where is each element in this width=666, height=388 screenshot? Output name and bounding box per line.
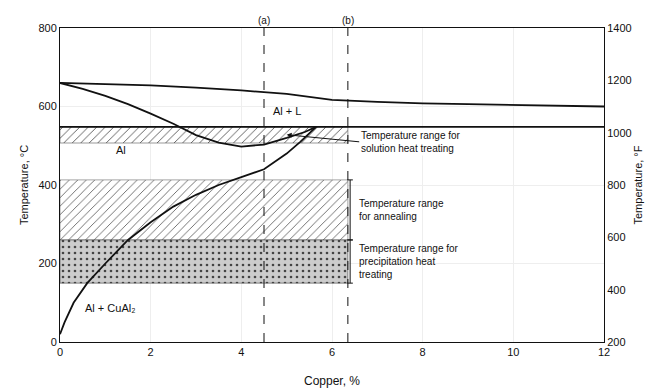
svg-text:1400: 1400 bbox=[607, 22, 631, 34]
svg-text:200: 200 bbox=[607, 336, 625, 348]
svg-text:800: 800 bbox=[38, 22, 56, 34]
svg-text:6: 6 bbox=[329, 346, 335, 358]
svg-text:Temperature, °C: Temperature, °C bbox=[18, 145, 30, 225]
svg-text:0: 0 bbox=[51, 336, 57, 348]
svg-text:800: 800 bbox=[607, 179, 625, 191]
svg-text:600: 600 bbox=[38, 100, 56, 112]
svg-text:10: 10 bbox=[507, 346, 519, 358]
svg-text:(b): (b) bbox=[342, 15, 354, 26]
svg-text:Temperature, °F: Temperature, °F bbox=[632, 145, 644, 224]
svg-text:Temperature range forprecipita: Temperature range forprecipitation heatt… bbox=[359, 243, 459, 280]
svg-text:Al: Al bbox=[116, 144, 126, 156]
svg-text:12: 12 bbox=[598, 346, 610, 358]
svg-text:400: 400 bbox=[607, 284, 625, 296]
svg-text:Al + L: Al + L bbox=[273, 105, 301, 117]
svg-text:8: 8 bbox=[420, 346, 426, 358]
svg-text:4: 4 bbox=[238, 346, 244, 358]
svg-text:200: 200 bbox=[38, 257, 56, 269]
svg-text:2: 2 bbox=[148, 346, 154, 358]
svg-text:Temperature rangefor annealing: Temperature rangefor annealing bbox=[359, 198, 444, 222]
svg-text:400: 400 bbox=[38, 179, 56, 191]
svg-text:1200: 1200 bbox=[607, 74, 631, 86]
svg-text:Temperature range forsolution: Temperature range forsolution heat treat… bbox=[361, 130, 461, 154]
svg-text:Al + CuAl₂: Al + CuAl₂ bbox=[85, 302, 135, 314]
svg-text:(a): (a) bbox=[258, 15, 270, 26]
svg-text:Copper, %: Copper, % bbox=[304, 374, 360, 388]
svg-text:1000: 1000 bbox=[607, 127, 631, 139]
svg-text:600: 600 bbox=[607, 231, 625, 243]
svg-text:0: 0 bbox=[57, 346, 63, 358]
